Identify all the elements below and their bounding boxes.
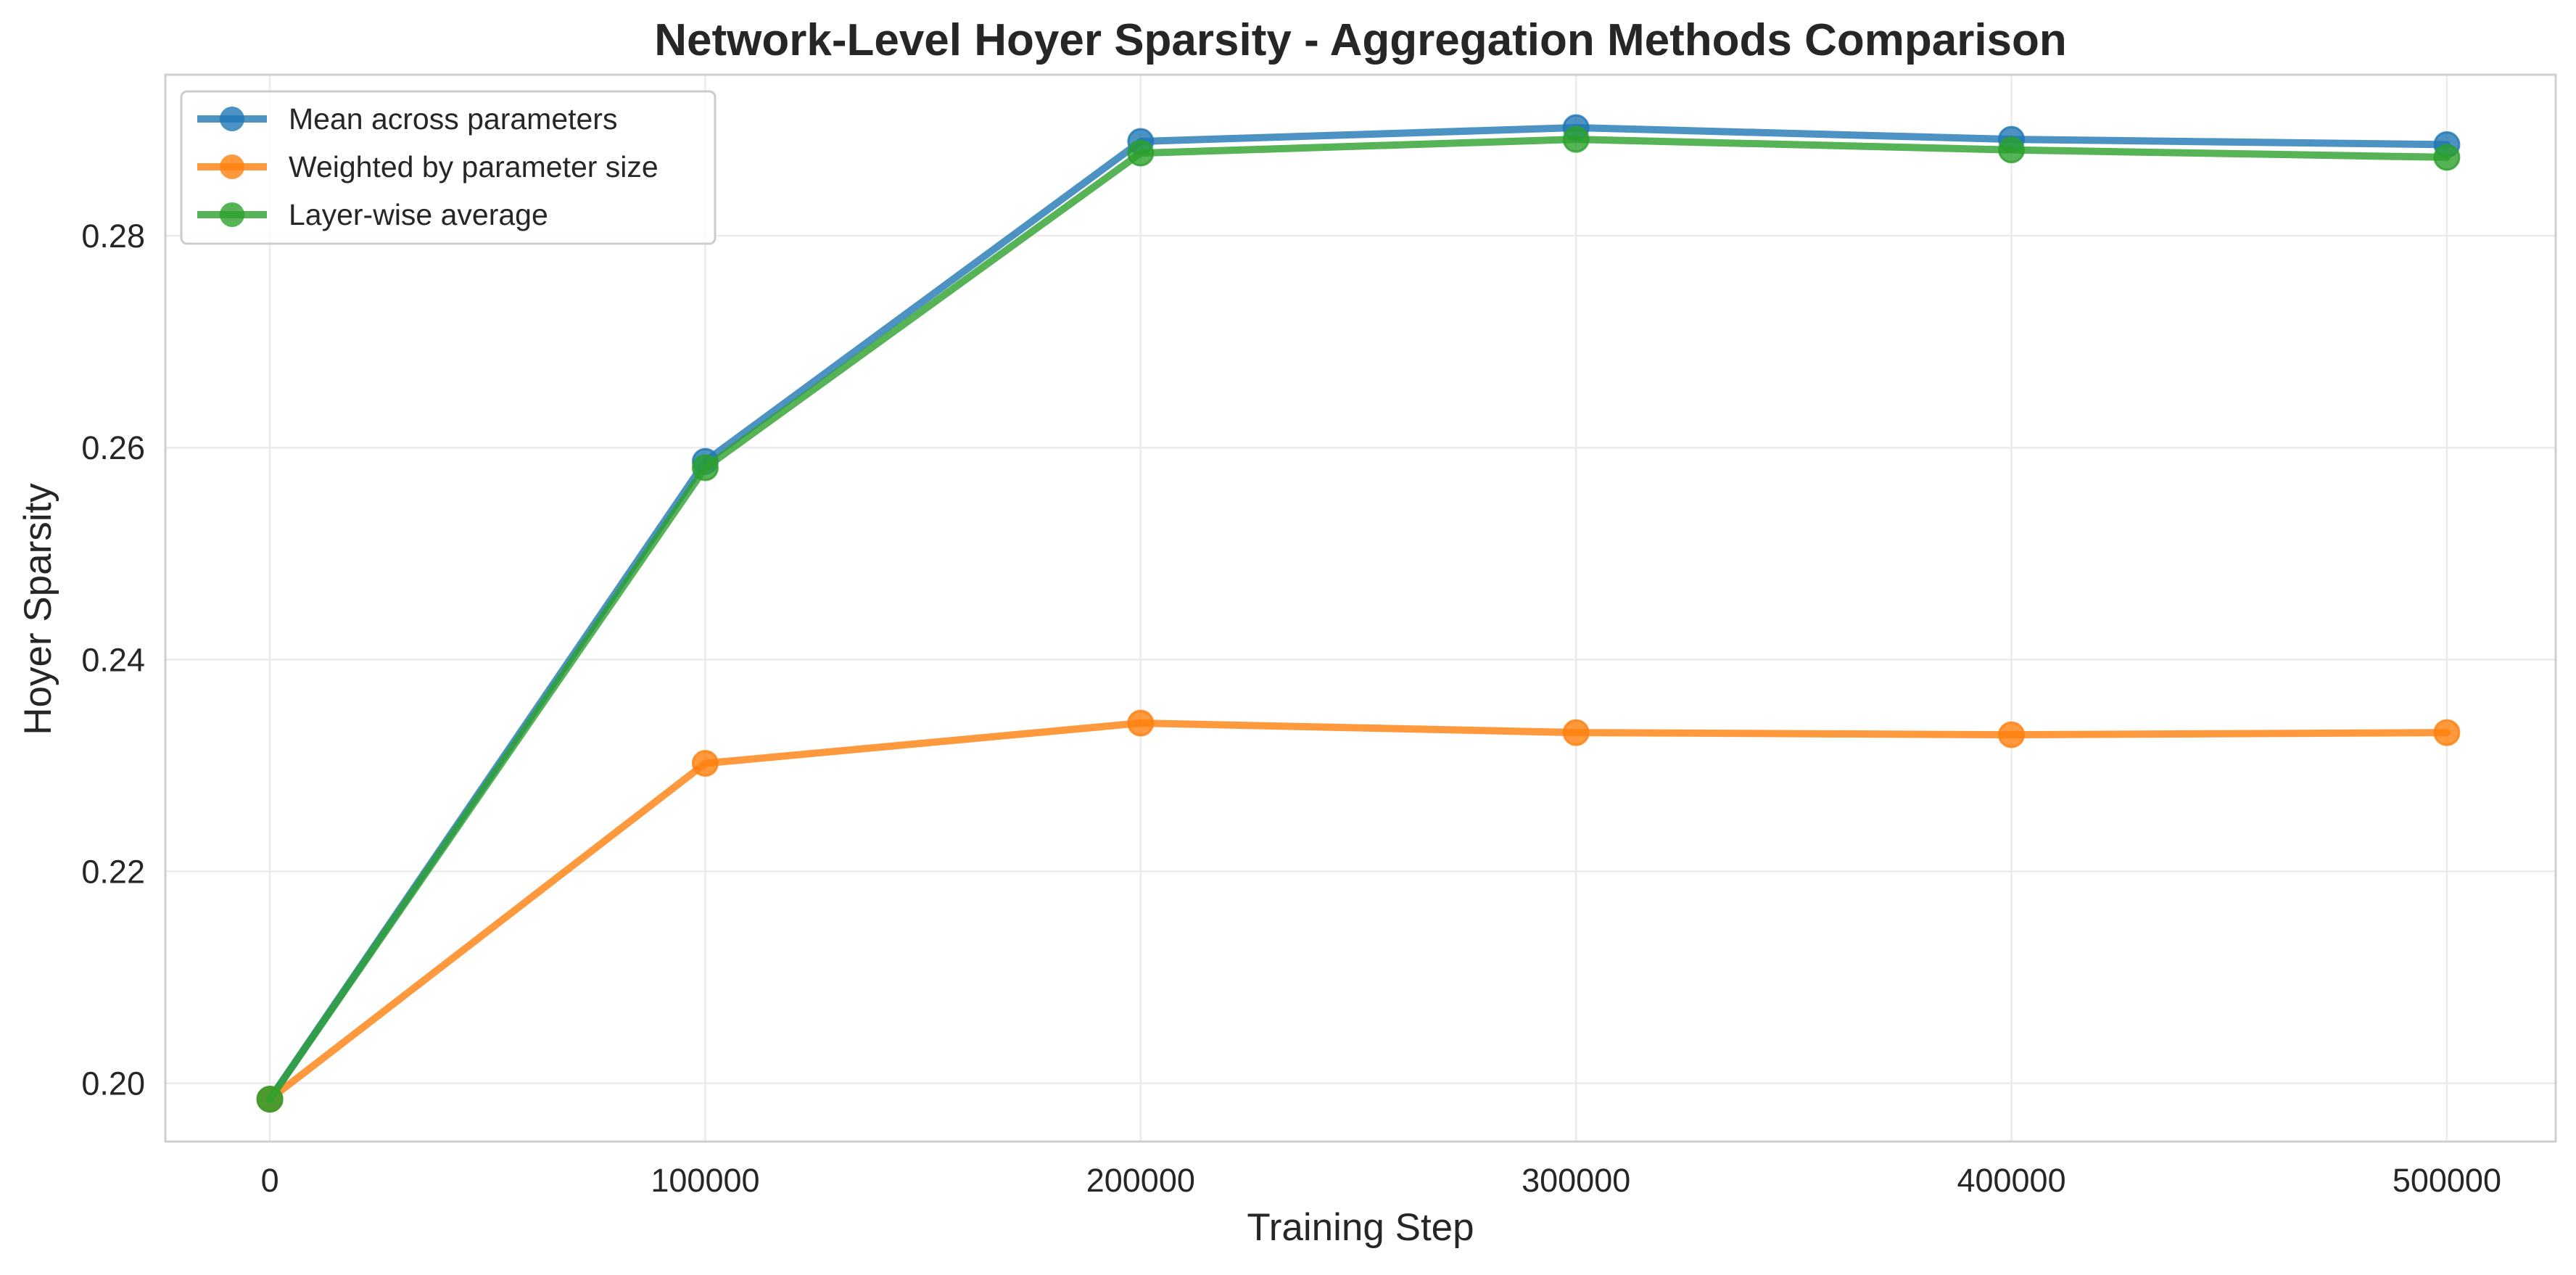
data-point [2433,719,2461,746]
legend-label: Weighted by parameter size [289,150,659,183]
legend-item: Layer-wise average [197,198,548,231]
data-point [256,1086,284,1113]
legend: Mean across parameters Weighted by parame… [180,90,717,245]
series-1 [256,114,2461,1113]
series-layer [256,114,2461,1113]
data-point [1562,125,1590,153]
legend-marker [220,154,244,179]
chart-title: Network-Level Hoyer Sparsity - Aggregati… [654,15,2067,65]
x-tick-label: 200000 [1086,1162,1195,1199]
legend-item: Weighted by parameter size [197,150,659,183]
legend-marker [220,202,244,227]
data-point [1127,139,1155,167]
series-2 [256,709,2461,1113]
y-tick-label: 0.22 [81,854,145,891]
data-point [1562,719,1590,746]
x-tick-label: 100000 [651,1162,759,1199]
series-line [266,136,2451,1103]
series-line [266,124,2451,1103]
x-tick-label: 300000 [1522,1162,1630,1199]
tick-labels: 0 100000 200000 300000 400000 500000 0.20 0.22 0… [81,218,2501,1199]
y-tick-label: 0.24 [81,641,145,678]
x-tick-label: 400000 [1957,1162,2065,1199]
series-line [266,719,2451,1103]
x-tick-label: 500000 [2393,1162,2501,1199]
data-point [691,454,719,482]
y-tick-label: 0.26 [81,429,145,466]
y-tick-label: 0.20 [81,1065,145,1102]
series-3 [256,125,2461,1113]
legend-marker [220,107,244,131]
data-point [1998,721,2026,748]
data-point [2433,144,2461,171]
data-point [1998,136,2026,164]
legend-box [180,90,717,245]
y-tick-label: 0.28 [81,218,145,255]
legend-label: Mean across parameters [289,102,617,136]
data-point [691,750,719,777]
legend-label: Layer-wise average [289,198,548,231]
plot-frame [164,73,2557,1143]
legend-item: Mean across parameters [197,102,617,136]
x-axis-label: Training Step [1247,1206,1474,1249]
y-axis-label: Hoyer Sparsity [17,483,59,735]
x-tick-label: 0 [261,1162,279,1199]
data-point [1127,709,1155,737]
